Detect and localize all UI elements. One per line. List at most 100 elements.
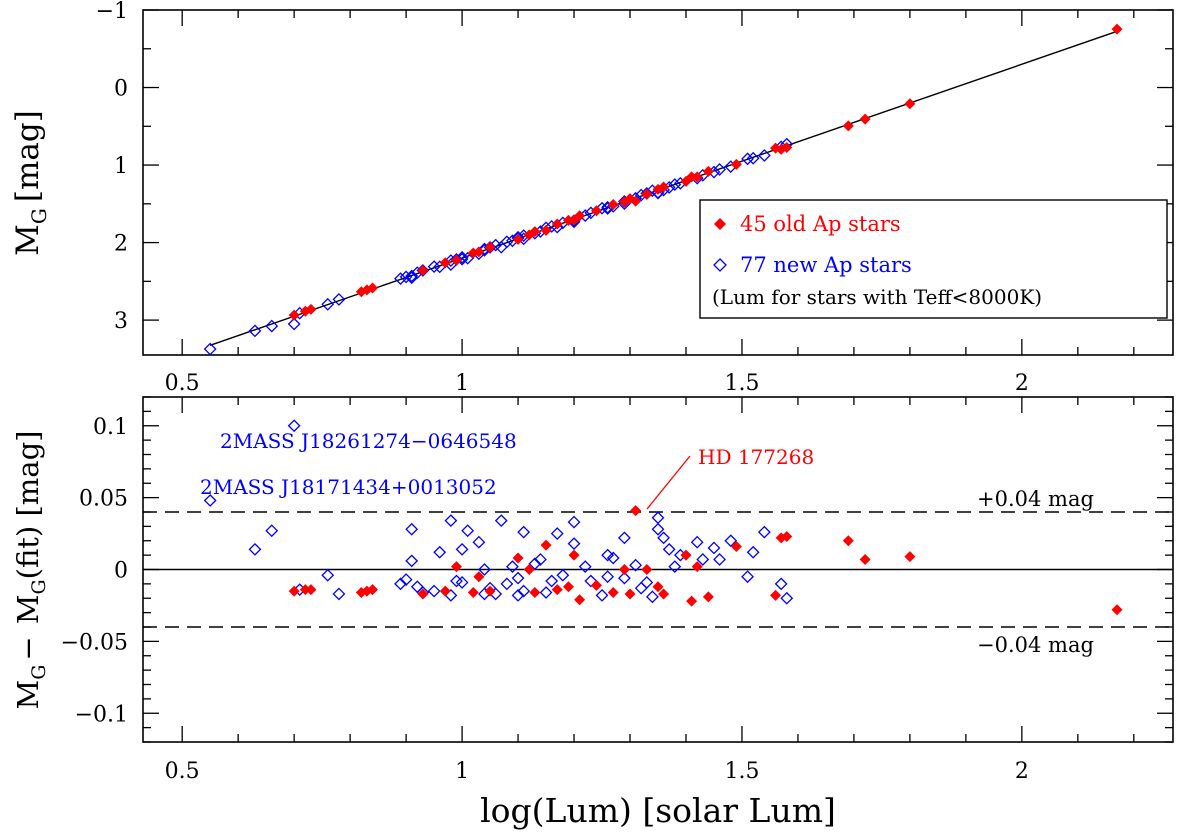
bottom-x-tick-label: 1.5	[724, 759, 759, 784]
top-y-tick-label: 3	[114, 309, 128, 334]
old-ap-star-residual	[590, 579, 602, 591]
new-ap-star-point	[394, 272, 407, 286]
new-ap-star-residual	[713, 553, 726, 566]
new-ap-star-residual	[545, 574, 559, 588]
new-ap-star-residual	[757, 525, 771, 539]
new-ap-star-point	[332, 292, 346, 306]
legend-old-marker	[714, 218, 726, 230]
new-ap-star-residual	[556, 568, 570, 582]
new-ap-star-residual	[321, 568, 335, 582]
new-ap-star-point	[287, 317, 301, 331]
new-ap-star-point	[595, 201, 609, 215]
old-ap-star-point	[512, 233, 524, 245]
top-y-tick-label: −1	[96, 0, 128, 24]
new-ap-star-residual	[506, 560, 519, 574]
bottom-x-tick-label: 1	[455, 759, 469, 784]
new-ap-star-residual	[617, 571, 631, 585]
new-ap-star-point	[265, 319, 279, 333]
old-ap-star-point	[484, 241, 496, 253]
old-ap-star-residual	[467, 587, 479, 598]
new-ap-star-point	[405, 269, 419, 283]
old-ap-star-residual	[730, 541, 742, 552]
new-ap-star-residual	[511, 571, 525, 585]
old-ap-star-residual	[781, 530, 793, 542]
new-ap-star-point	[500, 235, 514, 249]
new-ap-star-residual	[534, 553, 547, 566]
legend-box	[699, 199, 1168, 319]
new-ap-star-point	[713, 163, 726, 176]
new-ap-star-residual	[472, 535, 486, 549]
new-ap-star-residual	[405, 522, 419, 536]
new-ap-star-point	[321, 297, 335, 311]
old-ap-star-point	[551, 218, 563, 230]
legend-new-marker	[713, 258, 727, 272]
old-ap-star-residual	[512, 552, 524, 564]
new-ap-star-residual	[707, 541, 721, 555]
bottom-y-axis-label: MG−MG(fit) [mag]	[11, 431, 50, 710]
new-ap-star-residual	[780, 591, 794, 605]
new-ap-star-residual	[528, 557, 542, 571]
top-y-tick-label: 1	[114, 154, 128, 179]
bottom-y-tick-label: −0.1	[75, 702, 128, 727]
bottom-y-tick-label: 0.05	[79, 487, 128, 512]
top-panel: −1 0 1 2 3 MG [mag] 45 old Ap stars 77 new Ap…	[10, 0, 1174, 356]
old-ap-star-residual	[859, 553, 871, 565]
new-ap-star-point	[741, 152, 754, 166]
new-ap-star-residual	[584, 574, 598, 588]
old-ap-star-residual	[484, 585, 496, 597]
top-y-tick-label: 0	[114, 77, 128, 102]
new-ap-star-residual	[455, 542, 469, 556]
new-ap-star-residual	[517, 584, 531, 598]
new-ap-star-residual	[539, 586, 553, 599]
new-ap-star-residual	[601, 570, 615, 584]
old-ap-star-residual	[630, 505, 642, 517]
top-x-tick-label: 1.5	[724, 371, 759, 396]
old-ap-star-residual	[641, 564, 653, 575]
old-ap-star-residual	[842, 535, 854, 547]
new-ap-star-residual	[405, 554, 419, 568]
new-ap-star-residual	[774, 577, 788, 591]
new-ap-star-residual	[657, 531, 671, 545]
old-ap-star-point	[607, 199, 619, 211]
old-ap-star-point	[1111, 23, 1123, 35]
new-ap-star-residual	[265, 524, 279, 538]
new-ap-star-point	[668, 178, 682, 192]
old-ap-star-point	[574, 210, 586, 222]
old-ap-star-point	[288, 309, 300, 321]
annotation-hd177268: HD 177268	[698, 445, 814, 469]
legend-note: (Lum for stars with Teff<8000K)	[712, 285, 1042, 309]
top-ylabel-sub: G	[27, 208, 51, 224]
new-ap-star-residual	[287, 419, 301, 433]
upper-limit-label: +0.04 mag	[977, 487, 1094, 511]
bottom-x-tick-label: 0.5	[165, 759, 200, 784]
new-ap-star-residual	[606, 551, 620, 565]
old-ap-star-residual	[473, 571, 485, 583]
old-ap-star-residual	[551, 584, 563, 596]
new-ap-star-residual	[578, 560, 592, 574]
bottom-ylabel-main2: M	[11, 595, 45, 625]
old-ap-star-residual	[417, 588, 429, 600]
new-ap-star-point	[399, 270, 413, 284]
new-ap-star-residual	[567, 515, 581, 529]
old-ap-star-point	[842, 120, 854, 132]
bottom-ylabel-sub1: G	[28, 665, 50, 680]
legend-new-label: 77 new Ap stars	[740, 253, 912, 277]
old-ap-star-point	[439, 257, 451, 269]
old-ap-star-residual	[299, 584, 311, 596]
bottom-ylabel-sub2: G	[28, 579, 50, 594]
old-ap-star-residual	[305, 584, 317, 596]
bottom-data-points	[203, 419, 1123, 616]
new-ap-star-point	[248, 324, 262, 338]
old-ap-star-residual	[680, 549, 692, 561]
old-ap-star-point	[450, 254, 462, 266]
old-ap-star-residual	[574, 594, 586, 606]
old-ap-star-residual	[658, 588, 670, 600]
old-ap-star-residual	[450, 561, 462, 573]
old-ap-star-residual	[624, 588, 636, 600]
old-ap-star-point	[305, 303, 317, 315]
old-ap-star-point	[540, 224, 552, 236]
new-ap-star-residual	[567, 537, 581, 551]
old-ap-star-residual	[529, 587, 541, 598]
bottom-x-tick-label: 2	[1015, 759, 1029, 784]
lower-limit-label: −0.04 mag	[977, 633, 1094, 657]
